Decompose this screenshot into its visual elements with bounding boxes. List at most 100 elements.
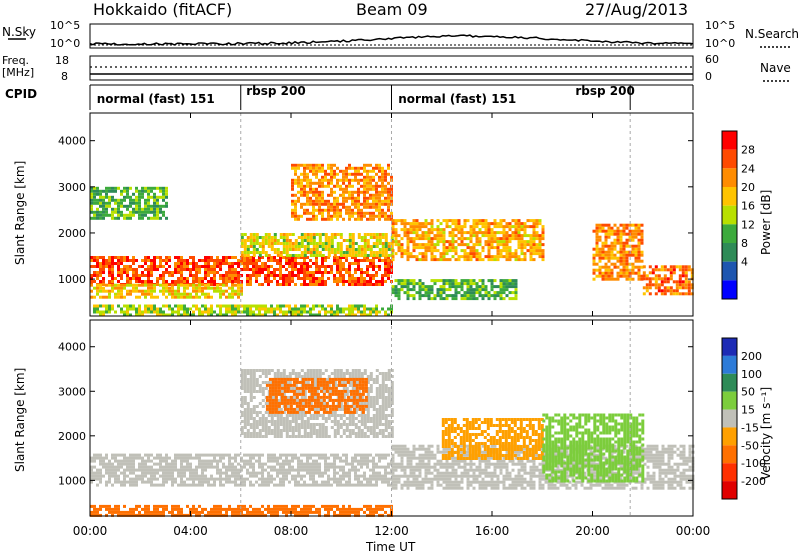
power-colorbar-tick: 20 bbox=[741, 181, 755, 194]
time-tick-label: 16:00 bbox=[475, 524, 510, 538]
velocity-band-1 bbox=[90, 504, 393, 517]
power-colorbar-swatch bbox=[722, 243, 737, 262]
time-tick-label: 04:00 bbox=[173, 524, 208, 538]
power-band-9 bbox=[642, 265, 694, 296]
velocity-colorbar-swatch bbox=[722, 391, 737, 410]
power-band-2 bbox=[240, 233, 394, 257]
power-colorbar-swatch bbox=[722, 131, 737, 150]
nsearch-tick-top: 10^5 bbox=[705, 19, 735, 32]
power-band-3 bbox=[291, 163, 393, 221]
nsky-line bbox=[89, 34, 694, 46]
velocity-colorbar-frame bbox=[721, 337, 738, 500]
velocity-colorbar-title: Velocity [m s⁻¹] bbox=[759, 387, 773, 480]
power-panel: Slant Range [km] 1000 2000 3000 4000 28 24 20… bbox=[13, 112, 773, 317]
power-yticks: 1000 2000 3000 4000 bbox=[58, 135, 693, 286]
power-band-7 bbox=[391, 279, 518, 301]
velocity-ytick-label: 3000 bbox=[58, 385, 86, 398]
velocity-heatmap bbox=[90, 320, 695, 517]
power-band-8 bbox=[592, 223, 644, 281]
cpid-segment-label: normal (fast) 151 bbox=[97, 92, 215, 106]
power-band-6 bbox=[391, 219, 545, 262]
velocity-colorbar-swatch bbox=[722, 355, 737, 374]
date-title: 27/Aug/2013 bbox=[585, 0, 688, 19]
time-axis-ticks: 00:00 04:00 08:00 12:00 16:00 20:00 00:00 bbox=[73, 113, 711, 538]
velocity-colorbar-swatch bbox=[722, 445, 737, 464]
power-colorbar-swatch bbox=[722, 205, 737, 225]
power-colorbar-frame bbox=[721, 130, 738, 300]
freq-strip-frame bbox=[89, 55, 694, 81]
freq-label: Freq. bbox=[2, 54, 29, 67]
velocity-colorbar-tick: -15 bbox=[741, 421, 759, 434]
cpid-segment-label: normal (fast) 151 bbox=[398, 92, 516, 106]
nsky-tick-top: 10^5 bbox=[50, 19, 80, 32]
velocity-band-4 bbox=[391, 444, 695, 490]
freq-tick-bottom: 8 bbox=[61, 70, 68, 83]
power-colorbar: 28 24 20 16 12 8 4 bbox=[721, 130, 755, 300]
power-colorbar-tick: 12 bbox=[741, 218, 755, 231]
time-tick-label: 08:00 bbox=[274, 524, 309, 538]
time-tick-label: 20:00 bbox=[575, 524, 610, 538]
time-tick-label: 00:00 bbox=[676, 524, 711, 538]
velocity-band-3 bbox=[265, 377, 368, 414]
velocity-band-6 bbox=[542, 413, 645, 483]
velocity-panel: Slant Range [km] 1000 2000 3000 4000 200 100… bbox=[13, 319, 773, 517]
power-colorbar-tick: 8 bbox=[741, 237, 748, 250]
power-colorbar-title: Power [dB] bbox=[759, 190, 773, 255]
nsky-trace bbox=[89, 34, 694, 46]
velocity-ytick-label: 2000 bbox=[58, 430, 86, 443]
velocity-colorbar-swatch bbox=[722, 409, 737, 428]
beam-title: Beam 09 bbox=[356, 0, 428, 19]
power-colorbar-swatch bbox=[722, 168, 737, 187]
velocity-yticks: 1000 2000 3000 4000 bbox=[58, 341, 693, 487]
velocity-colorbar-swatch bbox=[722, 338, 737, 356]
nave-tick-bottom: 0 bbox=[705, 70, 712, 83]
velocity-band-0 bbox=[90, 453, 393, 487]
time-tick-label: 00:00 bbox=[73, 524, 108, 538]
power-colorbar-tick: 16 bbox=[741, 200, 755, 213]
nave-tick-top: 60 bbox=[705, 53, 719, 66]
freq-tick-top: 18 bbox=[55, 54, 69, 67]
power-colorbar-swatch bbox=[722, 261, 737, 281]
power-ytick-label: 1000 bbox=[58, 273, 86, 286]
velocity-band-5 bbox=[441, 418, 544, 460]
power-heatmap bbox=[90, 113, 694, 317]
nsearch-label: N.Search bbox=[745, 27, 799, 41]
velocity-ylabel: Slant Range [km] bbox=[13, 368, 27, 472]
time-axis-label: Time UT bbox=[365, 540, 416, 554]
power-colorbar-tick: 28 bbox=[741, 144, 755, 157]
velocity-colorbar-swatch bbox=[722, 427, 737, 446]
power-colorbar-swatch bbox=[722, 149, 737, 169]
power-colorbar-tick: 4 bbox=[741, 256, 748, 269]
velocity-colorbar-tick: -200 bbox=[741, 475, 766, 488]
station-title: Hokkaido (fitACF) bbox=[93, 0, 232, 19]
power-ytick-label: 2000 bbox=[58, 227, 86, 240]
velocity-ytick-label: 4000 bbox=[58, 341, 86, 354]
velocity-colorbar-tick: -100 bbox=[741, 457, 766, 470]
nsky-tick-bottom: 10^0 bbox=[50, 37, 80, 50]
power-colorbar-swatch bbox=[722, 224, 737, 243]
nsearch-tick-bottom: 10^0 bbox=[705, 37, 735, 50]
cpid-segment-label: rbsp 200 bbox=[575, 84, 634, 98]
power-band-0 bbox=[90, 256, 393, 286]
cpid-label: CPID bbox=[5, 87, 37, 101]
power-ylabel: Slant Range [km] bbox=[13, 161, 27, 265]
power-colorbar-swatch bbox=[722, 187, 737, 206]
nsky-strip-frame bbox=[89, 23, 694, 49]
velocity-colorbar-tick: 15 bbox=[741, 404, 755, 417]
time-tick-label: 12:00 bbox=[374, 524, 409, 538]
power-colorbar-swatch bbox=[722, 280, 737, 299]
power-band-1 bbox=[90, 283, 243, 299]
power-band-5 bbox=[93, 304, 393, 317]
cpid-bar: normal (fast) 151 rbsp 200 normal (fast) 1… bbox=[89, 84, 694, 110]
velocity-colorbar-swatch bbox=[722, 373, 737, 392]
power-ytick-label: 4000 bbox=[58, 135, 86, 148]
velocity-ytick-label: 1000 bbox=[58, 474, 86, 487]
velocity-colorbar: 200 100 50 15 -15 -50 -100 -200 bbox=[721, 337, 766, 500]
nave-label: Nave bbox=[760, 61, 791, 75]
velocity-colorbar-tick: 200 bbox=[741, 350, 762, 363]
velocity-colorbar-tick: -50 bbox=[741, 439, 759, 452]
freq-unit-label: [MHz] bbox=[2, 66, 34, 79]
power-ytick-label: 3000 bbox=[58, 181, 86, 194]
velocity-colorbar-swatch bbox=[722, 463, 737, 482]
